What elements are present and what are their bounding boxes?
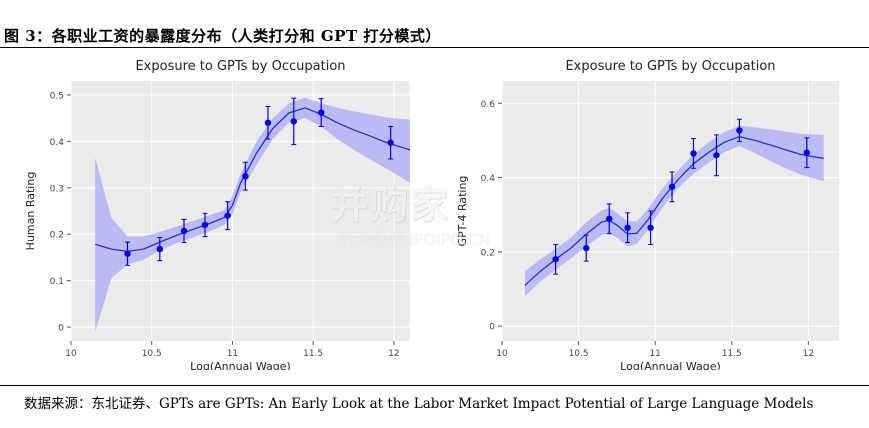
source-note: 数据来源：东北证券、GPTs are GPTs: An Early Look a… [24, 396, 814, 412]
x-axis-label: Log(Annual Wage) [190, 360, 291, 370]
y-tick-label: 0.6 [481, 100, 496, 110]
data-point [156, 245, 163, 253]
y-tick-label: 0.3 [50, 184, 64, 194]
y-axis-label: GPT-4 Rating [456, 176, 469, 247]
data-point [387, 139, 394, 146]
x-tick-label: 11.5 [303, 349, 323, 359]
x-tick-label: 12 [388, 349, 399, 359]
data-point [713, 152, 720, 159]
data-point [668, 183, 676, 191]
y-tick-label: 0 [489, 323, 495, 333]
data-point [224, 212, 231, 219]
data-point [201, 221, 209, 229]
data-point [690, 150, 697, 157]
confidence-band [95, 97, 410, 332]
chart-gpt4-rating: Exposure to GPTs by Occupation 0 0.2 0.4 0.6… [452, 50, 852, 374]
figure-title: 图 3：各职业工资的暴露度分布（人类打分和 GPT 打分模式） [4, 27, 441, 45]
data-point [736, 127, 743, 134]
y-tick-label: 0.1 [50, 277, 64, 287]
data-point [606, 215, 613, 222]
chart-title: Exposure to GPTs by Occupation [135, 59, 345, 74]
y-tick-label: 0.4 [481, 174, 496, 184]
data-point [803, 149, 811, 156]
fit-line [524, 136, 824, 286]
y-tick-label: 0.2 [481, 248, 495, 258]
x-tick-label: 11 [227, 349, 238, 359]
fit-line [95, 107, 411, 253]
data-point [242, 172, 249, 180]
data-point [124, 250, 131, 257]
y-tick-label: 0.5 [50, 91, 64, 101]
x-tick-label: 10 [65, 349, 77, 359]
plot-background [502, 81, 839, 341]
top-rule [0, 47, 869, 48]
data-point [290, 118, 297, 125]
confidence-band [525, 125, 824, 297]
x-tick-label: 11 [649, 349, 660, 359]
chart-title: Exposure to GPTs by Occupation [565, 59, 775, 74]
x-tick-label: 12 [803, 349, 814, 359]
data-point [552, 256, 559, 263]
data-point [583, 244, 590, 252]
y-tick-label: 0 [58, 324, 64, 334]
chart-human-rating: Exposure to GPTs by Occupation 0 0.1 0.2 0.3… [20, 50, 420, 374]
data-point [318, 109, 325, 116]
bottom-rule [0, 385, 869, 386]
chart-human-rating-svg: Exposure to GPTs by Occupation 0 0.1 0.2 0.3… [24, 59, 411, 373]
y-tick-label: 0.2 [50, 231, 64, 241]
y-axis-label: Human Rating [24, 172, 37, 251]
x-tick-label: 10.5 [142, 349, 162, 359]
data-point [180, 227, 188, 235]
data-point [624, 224, 631, 231]
x-tick-label: 10 [496, 349, 508, 359]
data-point [264, 119, 272, 126]
data-point [647, 224, 654, 231]
chart-gpt4-rating-svg: Exposure to GPTs by Occupation 0 0.2 0.4 0.6… [456, 59, 839, 373]
x-tick-label: 11.5 [722, 349, 742, 359]
y-tick-label: 0.4 [50, 138, 65, 148]
x-tick-label: 10.5 [569, 349, 589, 359]
x-axis-label: Log(Annual Wage) [620, 360, 721, 370]
